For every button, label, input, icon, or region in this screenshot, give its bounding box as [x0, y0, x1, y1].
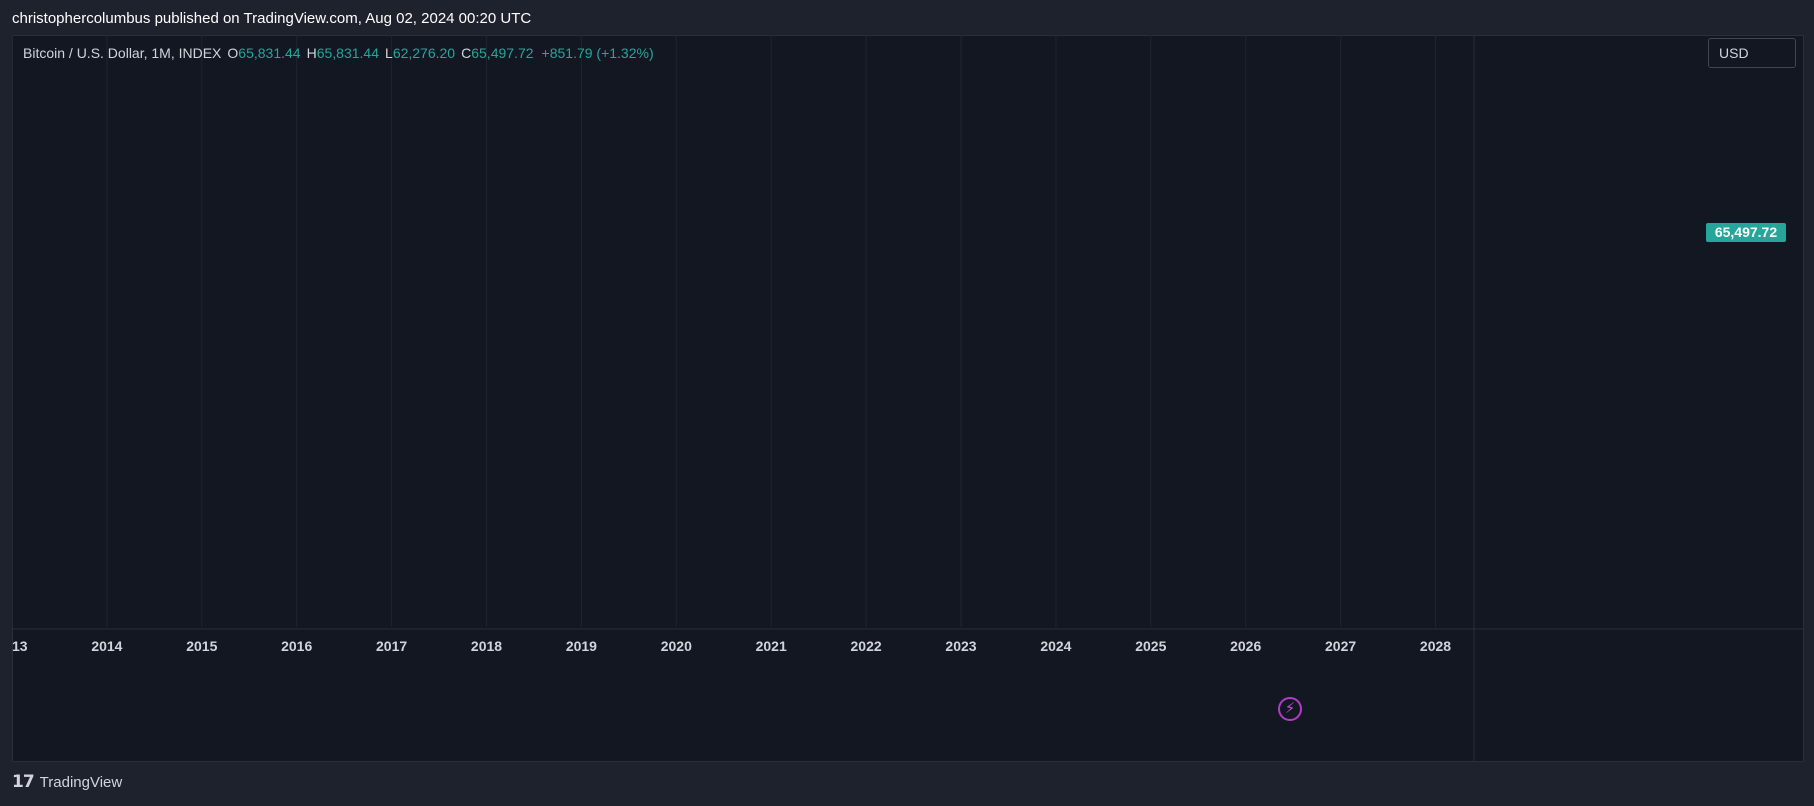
low-label: L — [385, 45, 393, 61]
price-chart[interactable]: 320,000.00200,000.00120,000.0080,000.005… — [12, 35, 1804, 762]
chart-pane[interactable] — [12, 35, 1804, 762]
change-value: +851.79 (+1.32%) — [541, 45, 654, 61]
last-price-tag: 65,497.72 — [1706, 223, 1786, 242]
open-value: 65,831.44 — [238, 45, 301, 61]
high-label: H — [306, 45, 317, 61]
x-tick-label: 2021 — [756, 638, 787, 654]
ohlc-legend: Bitcoin / U.S. Dollar, 1M, INDEX O65,831.… — [23, 45, 654, 61]
publisher-line: christophercolumbus published on Trading… — [12, 10, 532, 27]
publish-header: christophercolumbus published on Trading… — [0, 0, 1814, 34]
x-tick-label: 2014 — [91, 638, 122, 654]
x-tick-label: 2024 — [1040, 638, 1071, 654]
x-tick-label: 2023 — [945, 638, 976, 654]
x-tick-label: 2028 — [1420, 638, 1451, 654]
currency-button[interactable]: USD — [1708, 38, 1796, 68]
brand-name: TradingView — [39, 774, 123, 791]
open-label: O — [227, 45, 239, 61]
high-value: 65,831.44 — [316, 45, 380, 61]
plot-area — [12, 35, 1436, 627]
x-tick-label: 2017 — [376, 638, 407, 654]
x-tick-label: 2019 — [566, 638, 597, 654]
x-tick-label: 2018 — [471, 638, 502, 654]
close-value: 65,497.72 — [471, 45, 534, 61]
x-tick-label: 2027 — [1325, 638, 1356, 654]
x-tick-label: 2025 — [1135, 638, 1166, 654]
x-tick-label: 2020 — [661, 638, 692, 654]
x-tick-label: 2022 — [851, 638, 882, 654]
footer-brand[interactable]: 17 TradingView — [12, 772, 122, 796]
x-tick-label: 2026 — [1230, 638, 1261, 654]
tradingview-logo-icon: 17 — [12, 772, 35, 792]
symbol-title[interactable]: Bitcoin / U.S. Dollar, 1M, INDEX — [23, 45, 222, 61]
bolt-icon[interactable]: ⚡ — [1278, 697, 1302, 721]
x-tick-label: 2015 — [186, 638, 217, 654]
x-tick-label: 2013 — [12, 638, 28, 654]
x-tick-label: 2016 — [281, 638, 312, 654]
close-label: C — [461, 45, 472, 61]
low-value: 62,276.20 — [392, 45, 456, 61]
